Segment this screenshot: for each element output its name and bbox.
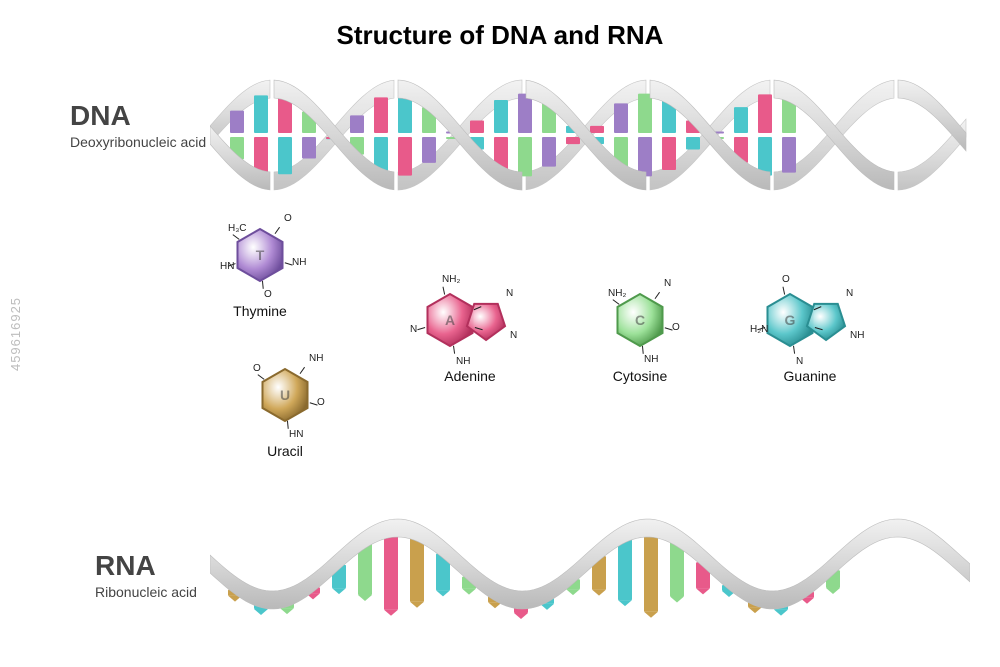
svg-text:NH: NH [456,356,470,367]
rna-label-block: RNA Ribonucleic acid [95,550,197,600]
svg-text:NH₂: NH₂ [608,288,626,299]
dna-sublabel: Deoxyribonucleic acid [70,134,206,150]
svg-text:O: O [264,289,272,300]
svg-text:N: N [506,288,513,299]
base-adenine: A NH₂ N N NH N [405,265,535,375]
dna-label-block: DNA Deoxyribonucleic acid [70,100,206,150]
svg-text:N: N [796,356,803,367]
svg-text:N: N [664,278,671,289]
svg-text:NH: NH [644,354,658,365]
base-label-adenine: Adenine [420,368,520,384]
svg-text:NH: NH [292,257,306,268]
svg-text:H₃C: H₃C [228,223,247,234]
dna-helix-graphic [210,60,970,210]
svg-text:NH: NH [309,353,323,364]
base-cytosine: C NH₂ N O NH [590,265,690,375]
watermark-id: 459616925 [8,296,23,370]
svg-text:U: U [280,387,290,403]
svg-text:O: O [253,363,261,374]
svg-text:O: O [672,322,680,333]
svg-text:NH: NH [850,330,864,341]
svg-text:C: C [635,312,645,328]
rna-sublabel: Ribonucleic acid [95,584,197,600]
svg-text:NH₂: NH₂ [442,274,460,285]
base-label-uracil: Uracil [235,443,335,459]
svg-text:N: N [846,288,853,299]
base-thymine: T H₃C O NH O HN [210,200,310,310]
svg-text:HN: HN [220,261,234,272]
svg-text:O: O [284,213,292,224]
svg-text:HN: HN [289,429,303,440]
svg-text:O: O [317,397,325,408]
svg-text:N: N [410,324,417,335]
svg-text:O: O [782,274,790,285]
svg-text:T: T [256,247,265,263]
rna-helix-graphic [210,510,970,630]
svg-text:N: N [510,330,517,341]
base-label-thymine: Thymine [210,303,310,319]
base-label-cytosine: Cytosine [590,368,690,384]
svg-text:A: A [445,312,455,328]
dna-label: DNA [70,100,206,132]
rna-label: RNA [95,550,197,582]
base-label-guanine: Guanine [760,368,860,384]
base-guanine: GONNHNH₂N [745,265,875,375]
base-uracil: U O NH O HN [235,340,335,450]
page-title: Structure of DNA and RNA [0,20,1000,51]
svg-text:G: G [785,312,796,328]
